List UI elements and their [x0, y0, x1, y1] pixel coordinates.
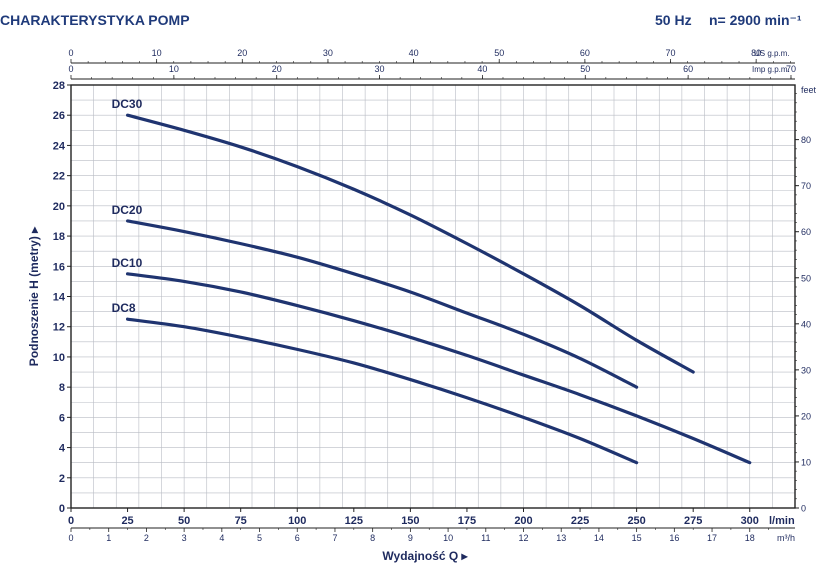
feet-tick-label: 0 [801, 504, 806, 514]
feet-tick-label: 60 [801, 227, 811, 237]
y-tick-label: 18 [53, 231, 65, 243]
m3h-tick-label: 8 [370, 533, 375, 543]
y-tick-label: 28 [53, 80, 65, 92]
us-gpm-tick-label: 40 [409, 48, 419, 58]
grid-lines [70, 84, 796, 509]
imp-gpm-unit-label: Imp g.p.m. [752, 65, 790, 74]
y-tick-label: 10 [53, 352, 65, 364]
chart-title: CHARAKTERYSTYKA POMP [0, 12, 190, 28]
y-tick-label: 26 [53, 110, 65, 122]
x-tick-label: 225 [571, 515, 589, 527]
y-tick-label: 22 [53, 171, 65, 183]
us-gpm-tick-label: 0 [68, 48, 73, 58]
m3h-tick-label: 1 [106, 533, 111, 543]
series-label-dc20: DC20 [112, 203, 143, 217]
m3h-tick-label: 3 [182, 533, 187, 543]
us-gpm-tick-label: 80 [751, 48, 761, 58]
m3h-tick-label: 12 [518, 533, 528, 543]
x-tick-label: 125 [345, 515, 363, 527]
m3h-tick-label: 5 [257, 533, 262, 543]
y-tick-label: 12 [53, 322, 65, 334]
m3h-tick-label: 14 [594, 533, 604, 543]
series-line-dc30 [125, 113, 695, 374]
m3h-tick-label: 11 [481, 533, 490, 543]
y-tick-label: 4 [59, 443, 66, 455]
x-tick-label: 150 [401, 515, 419, 527]
series-label-dc10: DC10 [112, 256, 143, 270]
series-line-dc10 [125, 272, 752, 465]
feet-tick-label: 30 [801, 365, 811, 375]
imp-gpm-tick-label: 60 [683, 64, 693, 74]
m3h-tick-label: 4 [219, 533, 224, 543]
x-tick-label: 300 [741, 515, 759, 527]
m3h-tick-label: 18 [745, 533, 755, 543]
m3h-tick-label: 15 [632, 533, 642, 543]
x-tick-label: 50 [178, 515, 190, 527]
y-axis-label: Podnoszenie H (metry) ▸ [27, 226, 41, 366]
y-tick-label: 0 [59, 503, 65, 515]
m3h-tick-label: 9 [408, 533, 413, 543]
y-tick-label: 8 [59, 382, 65, 394]
us-gpm-tick-label: 20 [237, 48, 247, 58]
imp-gpm-tick-label: 10 [169, 64, 179, 74]
us-gpm-tick-label: 50 [494, 48, 504, 58]
x-unit-label: l/min [769, 515, 795, 527]
series-label-dc30: DC30 [112, 97, 143, 111]
feet-tick-label: 20 [801, 411, 811, 421]
m3h-tick-label: 10 [443, 533, 453, 543]
y-tick-label: 16 [53, 261, 65, 273]
us-gpm-tick-label: 60 [580, 48, 590, 58]
x-tick-label: 25 [121, 515, 133, 527]
x-tick-label: 0 [68, 515, 74, 527]
imp-gpm-tick-label: 40 [477, 64, 487, 74]
m3h-tick-label: 16 [669, 533, 679, 543]
feet-tick-label: 80 [801, 135, 811, 145]
series-label-dc8: DC8 [112, 301, 136, 315]
frequency-label: 50 Hz [655, 12, 692, 28]
x-tick-label: 250 [627, 515, 645, 527]
m3h-tick-label: 2 [144, 533, 149, 543]
y-tick-label: 2 [59, 473, 65, 485]
speed-label: n= 2900 min⁻¹ [709, 12, 802, 28]
m3h-unit-label: m³/h [777, 533, 795, 543]
us-gpm-unit-label: US g.p.m. [754, 49, 790, 58]
y-tick-label: 20 [53, 201, 65, 213]
feet-tick-label: 40 [801, 319, 811, 329]
us-gpm-tick-label: 30 [323, 48, 333, 58]
series-line-dc20 [125, 219, 639, 389]
us-gpm-tick-label: 70 [666, 48, 676, 58]
feet-tick-label: 70 [801, 181, 811, 191]
x-tick-label: 75 [235, 515, 247, 527]
imp-gpm-tick-label: 30 [375, 64, 385, 74]
m3h-tick-label: 6 [295, 533, 300, 543]
series-line-dc8 [125, 317, 639, 465]
m3h-tick-label: 0 [68, 533, 73, 543]
x-tick-label: 175 [458, 515, 476, 527]
imp-gpm-tick-label: 50 [580, 64, 590, 74]
feet-unit-label: feet [801, 85, 817, 95]
y-tick-label: 24 [53, 140, 66, 152]
x-tick-label: 200 [514, 515, 532, 527]
y-tick-label: 6 [59, 412, 65, 424]
y-tick-label: 14 [53, 292, 66, 304]
imp-gpm-tick-label: 20 [272, 64, 282, 74]
imp-gpm-tick-label: 70 [786, 64, 796, 74]
x-tick-label: 100 [288, 515, 306, 527]
imp-gpm-tick-label: 0 [68, 64, 73, 74]
x-tick-label: 275 [684, 515, 702, 527]
us-gpm-tick-label: 10 [152, 48, 162, 58]
m3h-tick-label: 17 [707, 533, 717, 543]
x-axis-label: Wydajność Q ▸ [382, 549, 468, 563]
feet-tick-label: 10 [801, 457, 811, 467]
feet-tick-label: 50 [801, 273, 811, 283]
m3h-tick-label: 13 [556, 533, 566, 543]
m3h-tick-label: 7 [332, 533, 337, 543]
